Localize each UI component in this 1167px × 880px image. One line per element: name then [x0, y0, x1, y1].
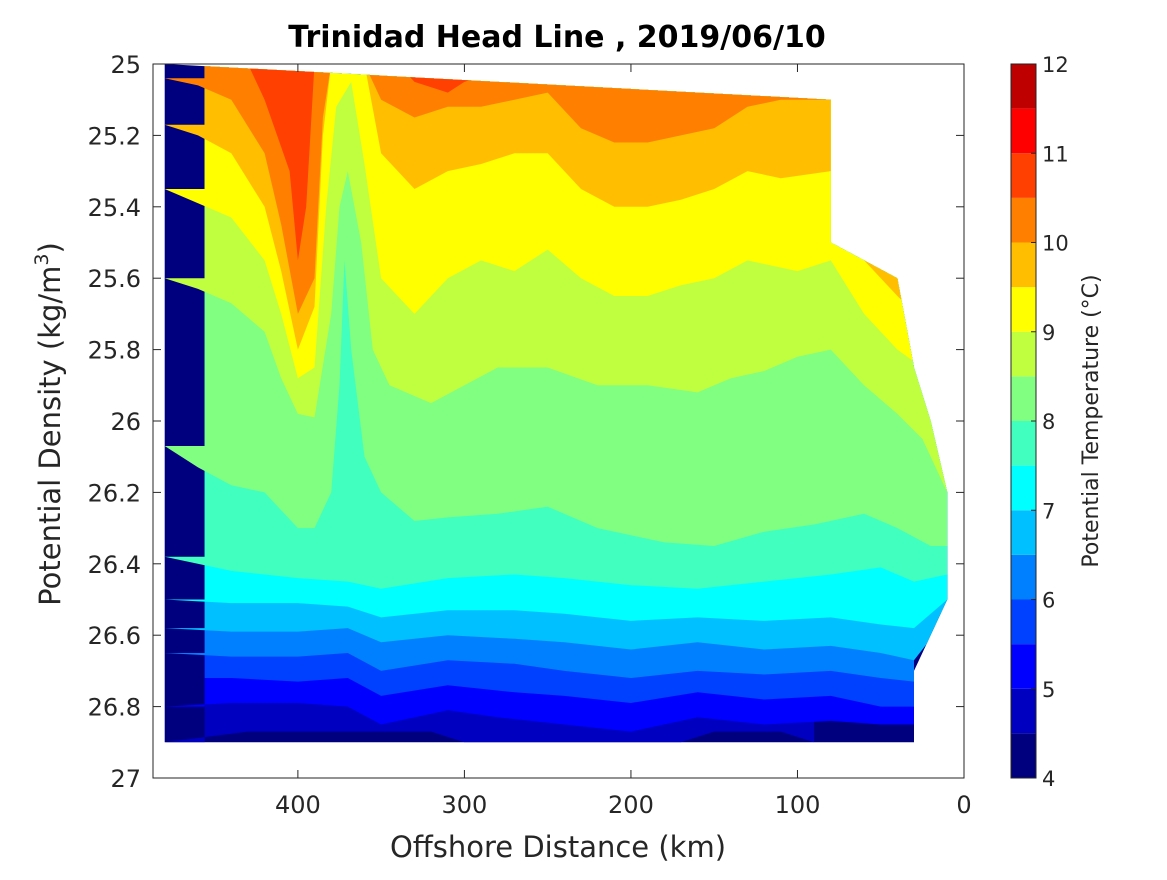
- x-tick-label: 100: [775, 791, 821, 819]
- colorbar-tick-label: 10: [1042, 232, 1069, 256]
- x-tick-label: 0: [956, 791, 971, 819]
- colorbar-segment: [1011, 376, 1036, 421]
- colorbar-tick-label: 12: [1042, 53, 1069, 77]
- y-axis-label-superscript: 3: [31, 253, 53, 265]
- colorbar-tick-label: 11: [1042, 142, 1069, 166]
- colorbar-segment: [1011, 510, 1036, 555]
- y-tick-label: 26.4: [88, 551, 141, 579]
- y-tick-label: 25.8: [88, 337, 141, 365]
- contour-band-9.5: [164, 64, 923, 350]
- contour-band-10: [164, 64, 923, 314]
- x-tick-label: 400: [275, 791, 321, 819]
- y-tick-label: 25.2: [88, 122, 141, 150]
- colorbar-segment: [1011, 733, 1036, 778]
- colorbar-segment: [1011, 287, 1036, 332]
- y-axis-label: Potential Density (kg/m3): [31, 242, 67, 606]
- chart-title: Trinidad Head Line , 2019/06/10: [288, 20, 825, 55]
- colorbar-tick-label: 4: [1042, 767, 1055, 791]
- colorbar-label: Potential Temperature (°C): [1079, 274, 1104, 567]
- y-axis-label-end: ): [33, 242, 67, 253]
- colorbar-segment: [1011, 465, 1036, 511]
- y-tick-label: 26.2: [88, 479, 141, 507]
- colorbar: 4 5 6 7 8 9 10 11 12: [1010, 53, 1069, 791]
- x-tick-label: 200: [608, 791, 654, 819]
- x-axis-ticks: 400 300 200 100 0: [275, 64, 972, 819]
- colorbar-segment: [1011, 554, 1036, 600]
- y-tick-label: 27: [110, 765, 141, 793]
- y-axis-label-main: Potential Density (kg/m: [33, 266, 67, 606]
- y-tick-label: 26: [110, 408, 141, 436]
- colorbar-tick-label: 7: [1042, 499, 1055, 523]
- colorbar-segment: [1011, 599, 1036, 645]
- contour-bands: [164, 64, 948, 743]
- colorbar-tick-label: 6: [1042, 589, 1055, 613]
- colorbar-segment: [1011, 242, 1036, 288]
- colorbar-tick-label: 9: [1042, 321, 1055, 345]
- colorbar-segment: [1011, 688, 1036, 734]
- y-tick-label: 26.6: [88, 622, 141, 650]
- y-tick-label: 26.8: [88, 694, 141, 722]
- colorbar-segment: [1011, 421, 1036, 466]
- colorbar-segment: [1011, 108, 1036, 154]
- y-tick-label: 25.4: [88, 194, 141, 222]
- x-tick-label: 300: [442, 791, 488, 819]
- colorbar-tick-label: 5: [1042, 678, 1055, 702]
- colorbar-segment: [1011, 197, 1036, 243]
- contour-fills: [164, 64, 948, 743]
- colorbar-segment: [1011, 64, 1036, 109]
- x-axis-label: Offshore Distance (km): [390, 830, 726, 864]
- y-tick-label: 25.6: [88, 265, 141, 293]
- y-tick-label: 25: [110, 51, 141, 79]
- colorbar-tick-label: 8: [1042, 410, 1055, 434]
- colorbar-segment: [1011, 153, 1036, 198]
- colorbar-segment: [1011, 331, 1036, 377]
- colorbar-segment: [1011, 644, 1036, 689]
- y-axis-ticks: 25 25.2 25.4 25.6 25.8 26 26.2 26.4 26.6 26.8 27: [88, 51, 964, 793]
